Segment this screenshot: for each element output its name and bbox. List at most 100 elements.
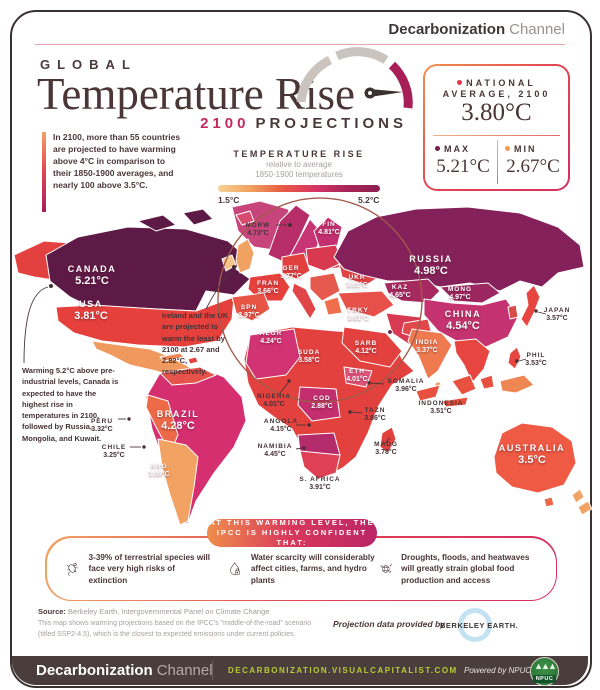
- region-southeast-asia: [453, 338, 491, 384]
- intro-paragraph: In 2100, more than 55 countries are proj…: [53, 132, 181, 191]
- country-cod: [297, 386, 341, 422]
- legend-gradient-bar: [218, 185, 380, 192]
- fact-water-scarcity: Water scarcity will considerably affect …: [229, 552, 379, 588]
- title-kicker: GLOBAL: [40, 57, 137, 72]
- water-lock-icon: [229, 562, 240, 576]
- island-hispaniola: [187, 356, 199, 365]
- card-horizontal-divider: [433, 135, 560, 136]
- country-kuwait: [387, 329, 393, 335]
- national-label-line1: NATIONAL: [425, 78, 568, 88]
- country-mongolia: [439, 282, 501, 304]
- country-uk: [235, 238, 255, 274]
- region-algeria-sahara: [245, 328, 301, 380]
- fact-text: 3-39% of terrestrial species will face v…: [88, 552, 211, 586]
- country-japan: [520, 284, 541, 328]
- country-label-safrica: S. AFRICA 3.91°C: [299, 476, 341, 491]
- country-label-suda: SUDA 3.58°C: [297, 349, 321, 364]
- lizard-icon: [66, 563, 78, 577]
- country-label-algr: ALGR 4.24°C: [259, 330, 283, 345]
- country-label-sarb: SARB 4.12°C: [354, 340, 378, 355]
- logo-bold: Decarbonization: [388, 21, 506, 38]
- fact-text: Water scarcity will considerably affect …: [250, 552, 375, 586]
- country-label-peru: PERU 3.32°C: [90, 418, 114, 433]
- country-label-angola: ANGOLA 4.15°C: [263, 418, 299, 433]
- uk-ireland-callout: Ireland and the UK are projected to warm…: [162, 311, 229, 377]
- source-label: Source:: [38, 607, 66, 616]
- ipcc-banner: AT THIS WARMING LEVEL, THE IPCC IS HIGHL…: [207, 517, 377, 548]
- country-greece: [323, 296, 343, 316]
- country-label-namibia: NAMIBIA 4.45°C: [257, 443, 293, 458]
- europe-magnifier-circle: [217, 197, 423, 403]
- banner-line2: IPCC IS HIGHLY CONFIDENT THAT:: [216, 527, 368, 548]
- legend-min-label: 1.5°C: [218, 195, 240, 205]
- logo-light: Channel: [509, 21, 565, 38]
- island-cuba: [159, 352, 185, 362]
- country-label-usa: USA 3.81°C: [74, 299, 108, 322]
- country-label-kaz: KAZ 4.65°C: [389, 284, 411, 299]
- country-label-canada: CANADA 5.21°C: [67, 264, 117, 287]
- max-value: 5.21°C: [436, 156, 490, 177]
- footer-brand: Decarbonization Channel: [36, 662, 213, 679]
- min-label: MIN: [505, 144, 537, 154]
- island-sulawesi: [479, 374, 495, 390]
- country-label-madg: MADG 3.78°C: [374, 441, 398, 456]
- region-southern-cone: [157, 438, 199, 525]
- country-label-spn: SPN 3.97°C: [238, 304, 260, 319]
- country-label-india: INDIA 3.37°C: [415, 339, 439, 354]
- berkeley-earth-logo: BERKELEY EARTH.: [440, 621, 519, 630]
- country-canada-islands: [137, 208, 214, 232]
- country-label-phil: PHIL 3.53°C: [525, 352, 547, 367]
- country-label-somalia: SOMALIA 3.96°C: [387, 378, 425, 393]
- country-china: [423, 298, 519, 348]
- world-map: [13, 197, 593, 525]
- fact-food-strain: Droughts, floods, and heatwaves will gre…: [379, 552, 544, 588]
- card-vertical-divider: [497, 140, 498, 184]
- national-average-card: NATIONAL AVERAGE, 2100 3.80°C MAX 5.21°C…: [423, 64, 570, 191]
- country-turkey: [337, 290, 395, 318]
- national-label-line2: AVERAGE, 2100: [442, 89, 551, 99]
- decarbonization-channel-logo: Decarbonization Channel: [388, 21, 565, 38]
- country-label-arg: ARG 3.09°C: [148, 463, 170, 478]
- fact-extinction: 3-39% of terrestrial species will face v…: [65, 552, 215, 588]
- country-label-australia: AUSTRALIA 3.5°C: [498, 443, 566, 466]
- island-sumatra: [415, 384, 441, 402]
- country-label-mong: MONG 4.97°C: [447, 286, 473, 301]
- country-germany: [281, 252, 311, 280]
- country-iceland: [235, 210, 255, 226]
- country-india: [407, 328, 453, 380]
- berkeley-earth-ring-icon: [458, 608, 492, 642]
- min-value: 2.67°C: [506, 156, 560, 177]
- country-label-fran: FRAN 3.66°C: [256, 280, 280, 295]
- country-usa: [55, 296, 235, 348]
- footer-url-link[interactable]: DECARBONIZATION.VISUALCAPITALIST.COM: [228, 666, 458, 675]
- powered-by-text: Powered by NPUC: [464, 666, 532, 675]
- island-java: [441, 396, 469, 408]
- header-rule: [35, 44, 565, 45]
- globe-strain-icon: [379, 563, 392, 573]
- source-line: Source: Berkeley Earth, Intergovernmenta…: [38, 607, 270, 616]
- npuc-badge-icon: ▲▲▲ NPUC: [530, 657, 559, 686]
- footer-bar: Decarbonization Channel DECARBONIZATION.V…: [12, 656, 588, 686]
- credit-text: Projection data provided by: [333, 619, 445, 629]
- country-south-africa: [299, 450, 341, 480]
- country-label-indonesia: INDONESIA 3.51°C: [418, 400, 464, 415]
- title-year: 2100: [200, 115, 250, 132]
- island-borneo: [451, 374, 477, 396]
- title-projections: PROJECTIONS: [255, 115, 407, 132]
- country-russia: [333, 206, 585, 292]
- leader-lines: [23, 224, 547, 450]
- island-new-guinea: [499, 374, 535, 394]
- npuc-badge-label: NPUC: [532, 675, 557, 683]
- country-label-chile: CHILE 3.25°C: [101, 444, 127, 459]
- banner-line1: AT THIS WARMING LEVEL, THE: [209, 517, 375, 527]
- country-label-tazn: TAZN 3.86°C: [364, 407, 386, 422]
- source-note: This map shows warming projections based…: [38, 620, 312, 638]
- region-colombia-venezuela: [159, 366, 217, 386]
- country-spain: [231, 292, 271, 322]
- country-label-brazil: BRAZIL 4.28°C: [156, 409, 200, 432]
- country-australia: [493, 422, 577, 494]
- max-label: MAX: [435, 144, 470, 154]
- thermometer-gauge-icon: [296, 47, 413, 109]
- national-average-value: 3.80°C: [461, 99, 532, 126]
- country-label-china: CHINA 4.54°C: [444, 309, 482, 332]
